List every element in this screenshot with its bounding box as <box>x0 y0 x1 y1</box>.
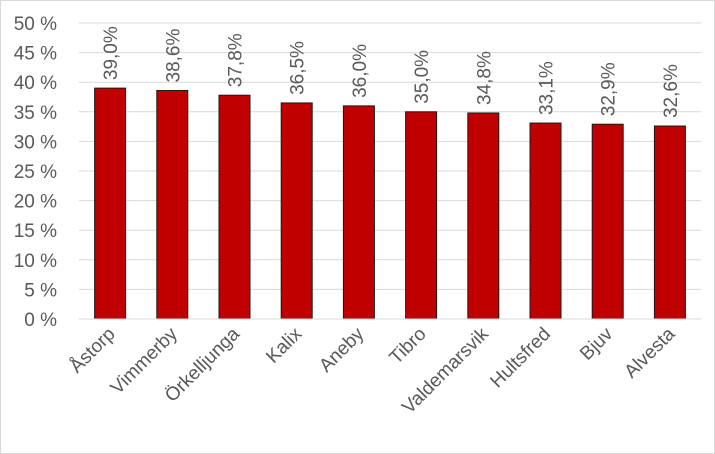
y-tick-label: 0 % <box>24 310 57 331</box>
data-label: 38,6% <box>163 29 184 83</box>
data-label: 36,5% <box>288 41 309 95</box>
data-label: 32,9% <box>599 62 620 116</box>
data-label: 33,1% <box>537 61 558 115</box>
bar <box>529 122 562 320</box>
data-label: 39,0% <box>101 26 122 80</box>
x-tick-label: Tibro <box>386 324 431 369</box>
y-tick-label: 25 % <box>14 162 57 183</box>
y-tick-label: 35 % <box>14 103 57 124</box>
x-tick-label: Kalix <box>262 323 306 367</box>
bar <box>94 87 127 320</box>
bar <box>405 111 438 320</box>
bar <box>653 125 686 320</box>
x-tick-label: Hultsfred <box>486 324 555 393</box>
y-tick-label: 15 % <box>14 221 57 242</box>
bar <box>467 112 500 320</box>
bar <box>342 105 375 320</box>
y-tick-label: 50 % <box>14 14 57 35</box>
y-tick-label: 45 % <box>14 44 57 65</box>
x-tick-label: Alvesta <box>621 323 680 382</box>
x-tick-label: Åstorp <box>66 324 120 378</box>
data-label: 36,0% <box>350 44 371 98</box>
y-tick-label: 20 % <box>14 192 57 213</box>
y-tick-label: 10 % <box>14 251 57 272</box>
data-label: 32,6% <box>661 64 682 118</box>
x-tick-label: Aneby <box>315 323 368 376</box>
y-tick-label: 30 % <box>14 132 57 153</box>
bar <box>218 94 251 320</box>
bar <box>280 102 313 320</box>
x-tick-label: Bjuv <box>576 323 617 364</box>
data-label: 35,0% <box>412 50 433 104</box>
data-label: 37,8% <box>226 33 247 87</box>
y-tick-label: 5 % <box>24 280 57 301</box>
data-label: 34,8% <box>474 51 495 105</box>
y-tick-label: 40 % <box>14 73 57 94</box>
bar <box>156 89 189 320</box>
bar <box>591 123 624 320</box>
